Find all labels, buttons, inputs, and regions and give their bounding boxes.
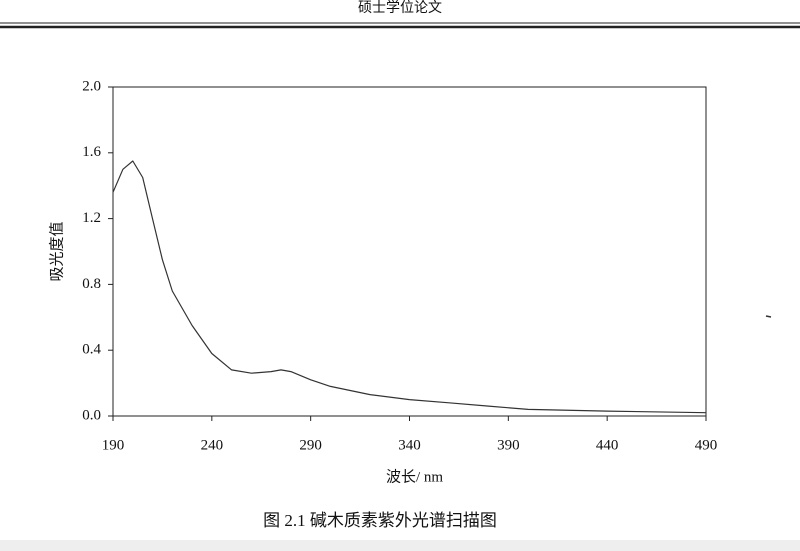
figure-caption: 图 2.1 碱木质素紫外光谱扫描图 <box>263 511 497 530</box>
plot-frame <box>112 86 707 417</box>
y-tick-label: 0.4 <box>82 342 101 358</box>
y-axis-label: 吸光度值 <box>48 221 65 281</box>
x-axis-label: 波长/ nm <box>386 468 443 485</box>
x-tick-label: 490 <box>695 437 718 453</box>
y-tick-label: 2.0 <box>82 78 101 94</box>
x-tick-label: 390 <box>497 437 520 453</box>
x-tick-label: 190 <box>102 437 125 453</box>
x-tick-label: 290 <box>299 437 322 453</box>
header-title: 硕士学位论文 <box>358 0 442 16</box>
x-tick-label: 340 <box>398 437 421 453</box>
scan-mark <box>765 315 772 318</box>
x-tick-label: 440 <box>596 437 619 453</box>
y-tick-label: 0.8 <box>82 276 101 292</box>
y-tick-label: 0.0 <box>82 407 101 423</box>
spectrum-line <box>112 160 707 414</box>
y-tick-label: 1.2 <box>82 210 101 226</box>
bottom-strip <box>0 540 800 551</box>
chart: 0.0 0.4 0.8 1.2 1.6 2.0 190 240 290 340 390 440 490 波… <box>48 78 717 485</box>
x-tick-label: 240 <box>201 437 224 453</box>
y-tick-label: 1.6 <box>82 144 101 160</box>
